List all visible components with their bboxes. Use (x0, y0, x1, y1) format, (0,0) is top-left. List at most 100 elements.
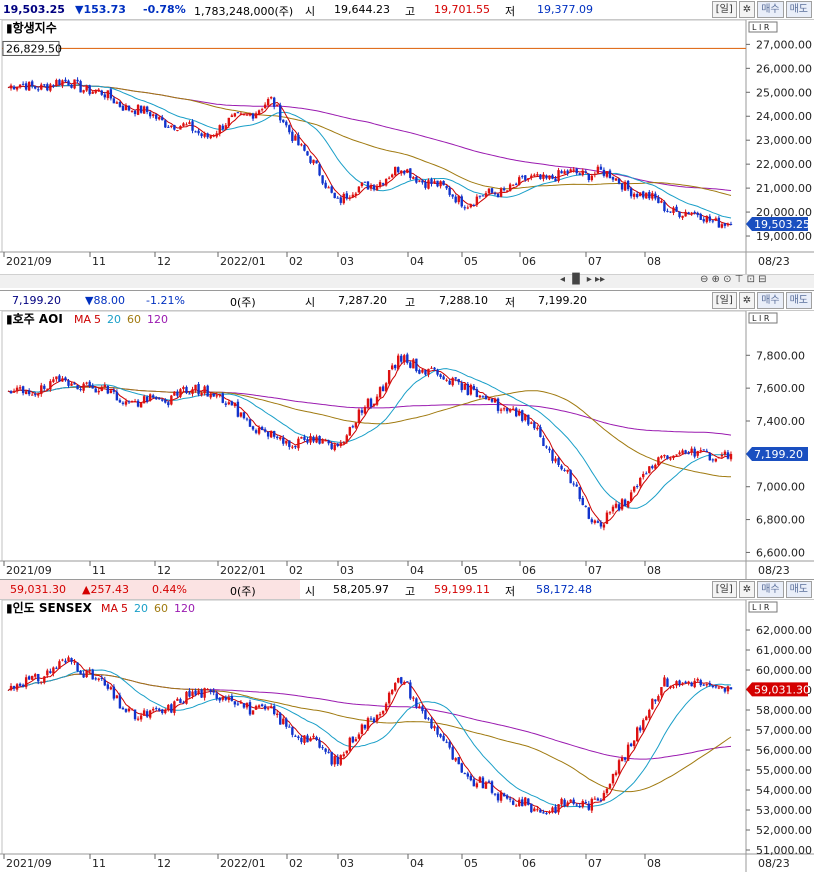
candle-body (212, 690, 215, 693)
candle-body (263, 705, 267, 710)
candle-body (336, 756, 339, 765)
ma20-line (7, 669, 732, 808)
asx-chart-svg: 7,800.007,600.007,400.007,200.007,000.00… (0, 311, 814, 579)
candle-body (167, 704, 170, 711)
candle-body (291, 446, 294, 448)
zoom-controls-icon[interactable]: ⊖ ⊕ ⊙ ⊤ ⊡ ⊟ (700, 274, 767, 285)
candle-body (654, 464, 657, 469)
sell-button[interactable]: 매도 (785, 1, 812, 18)
candle-body (236, 112, 240, 114)
candle-body (339, 197, 342, 203)
candle-body (12, 390, 16, 393)
asx-plot: 7,800.007,600.007,400.007,200.007,000.00… (0, 311, 814, 579)
candle-body (91, 669, 94, 680)
candle-body (269, 430, 273, 438)
high-label: 고 (405, 5, 416, 18)
period-button[interactable]: [일] (711, 581, 737, 598)
candle-body (409, 168, 412, 178)
period-button[interactable]: [일] (711, 1, 737, 18)
candle-body (312, 436, 315, 442)
candle-body (699, 450, 702, 452)
candle-body (654, 193, 657, 199)
candle-body (696, 450, 699, 456)
candle-body (536, 809, 539, 811)
candle-body (660, 456, 663, 458)
buy-button[interactable]: 매수 (757, 1, 784, 18)
candle-body (73, 661, 76, 663)
date-label: 08/23 (758, 255, 790, 268)
sell-button[interactable]: 매도 (785, 581, 812, 598)
candle-body (632, 193, 636, 197)
candle-body (418, 706, 421, 709)
candle-body (324, 748, 327, 752)
candle-body (418, 370, 421, 374)
last-price: 19,503.25 (3, 3, 65, 16)
candle-body (300, 144, 303, 146)
x-tick-label: 05 (464, 857, 478, 870)
candle-body (639, 192, 642, 197)
candle-body (427, 368, 430, 375)
candle-body (505, 408, 509, 412)
buy-button[interactable]: 매수 (757, 581, 784, 598)
candle-body (297, 736, 300, 739)
y-tick-label: 7,800.00 (756, 349, 805, 362)
candle-body (723, 223, 727, 226)
candle-body (12, 86, 16, 90)
candle-body (729, 687, 733, 690)
candle-body (645, 716, 648, 721)
candle-body (67, 380, 70, 386)
candle-body (493, 793, 497, 795)
settings-button[interactable]: ✲ (738, 292, 756, 309)
sell-button[interactable]: 매도 (785, 292, 812, 309)
ma60-line (7, 386, 732, 478)
candle-body (711, 220, 715, 222)
candle-body (518, 410, 521, 416)
candle-body (76, 79, 79, 82)
candle-body (58, 79, 61, 85)
candle-body (548, 448, 551, 451)
candle-body (185, 124, 188, 126)
open-label: 시 (305, 5, 316, 18)
candle-body (469, 384, 473, 395)
candle-body (572, 483, 575, 485)
x-tick-label: 07 (588, 564, 602, 577)
scroll-controls-icon[interactable]: ◂ ▐▌ ▸ ▸▸ (560, 274, 605, 285)
x-tick-label: 08 (647, 857, 661, 870)
candle-body (439, 374, 442, 378)
candle-body (726, 686, 730, 692)
candle-body (106, 90, 110, 99)
candle-body (203, 133, 206, 137)
candle-body (55, 667, 58, 669)
candle-body (560, 171, 563, 174)
candle-body (626, 180, 630, 190)
candle-body (130, 708, 134, 710)
plot-frame (1, 600, 747, 855)
candle-body (375, 396, 379, 405)
low-label: 저 (505, 296, 516, 309)
candle-body (31, 81, 34, 86)
candle-body (487, 188, 491, 194)
settings-button[interactable]: ✲ (738, 581, 756, 598)
buy-button[interactable]: 매수 (757, 292, 784, 309)
chart-scroll-bar[interactable]: ◂ ▐▌ ▸ ▸▸ ⊖ ⊕ ⊙ ⊤ ⊡ ⊟ (0, 274, 814, 288)
candle-body (648, 466, 651, 474)
period-button[interactable]: [일] (711, 292, 737, 309)
candle-body (363, 407, 367, 414)
candle-body (206, 133, 209, 138)
candle-body (55, 376, 58, 380)
candle-body (315, 160, 318, 164)
settings-button[interactable]: ✲ (738, 1, 756, 18)
candle-body (569, 799, 572, 802)
x-tick-label: 12 (157, 564, 171, 577)
candle-body (548, 175, 551, 179)
candle-body (139, 402, 143, 408)
candle-body (64, 660, 67, 663)
x-tick-label: 02 (289, 564, 303, 577)
candle-body (354, 422, 358, 428)
candle-body (176, 698, 179, 701)
candle-body (611, 773, 615, 784)
candle-body (384, 703, 388, 711)
candle-body (681, 682, 684, 684)
candle-body (412, 697, 415, 699)
candle-body (227, 402, 231, 405)
